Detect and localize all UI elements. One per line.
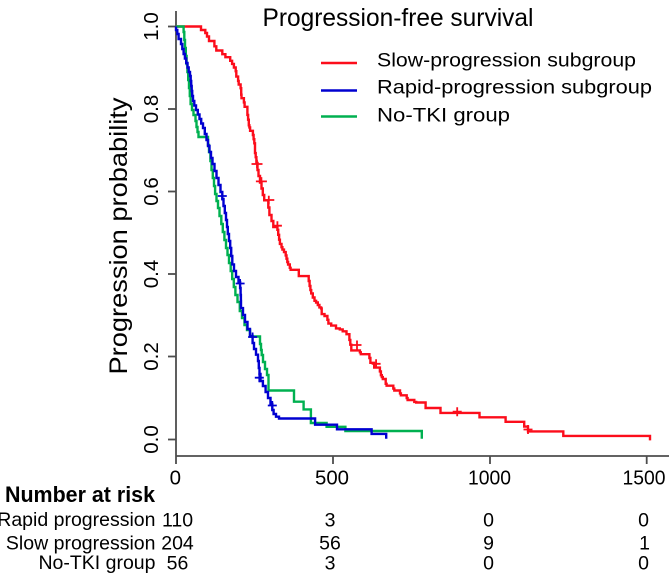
svg-text:0.0: 0.0 bbox=[140, 425, 163, 454]
svg-text:110: 110 bbox=[162, 510, 193, 532]
svg-text:56: 56 bbox=[319, 533, 341, 555]
svg-text:No-TKI group: No-TKI group bbox=[377, 105, 510, 127]
svg-text:0.4: 0.4 bbox=[140, 260, 163, 289]
svg-text:3: 3 bbox=[325, 510, 336, 532]
svg-text:9: 9 bbox=[483, 533, 494, 555]
svg-text:0: 0 bbox=[638, 510, 649, 532]
svg-text:0.6: 0.6 bbox=[140, 177, 163, 206]
svg-text:Number at risk: Number at risk bbox=[5, 482, 156, 507]
svg-text:Progression-free survival: Progression-free survival bbox=[263, 4, 534, 32]
svg-text:204: 204 bbox=[161, 533, 194, 555]
svg-text:Rapid progression: Rapid progression bbox=[0, 509, 156, 531]
svg-text:1.0: 1.0 bbox=[140, 12, 163, 41]
svg-text:0: 0 bbox=[638, 552, 649, 574]
svg-text:56: 56 bbox=[167, 552, 189, 574]
svg-text:1500: 1500 bbox=[623, 467, 666, 490]
svg-text:1000: 1000 bbox=[468, 467, 511, 490]
svg-text:1: 1 bbox=[639, 533, 650, 555]
svg-text:Progression probability: Progression probability bbox=[105, 97, 133, 375]
svg-text:0: 0 bbox=[170, 467, 181, 490]
svg-text:No-TKI group: No-TKI group bbox=[38, 552, 155, 574]
svg-text:Rapid-progression subgroup: Rapid-progression subgroup bbox=[377, 77, 652, 99]
svg-text:3: 3 bbox=[325, 552, 336, 574]
svg-text:Slow-progression subgroup: Slow-progression subgroup bbox=[377, 50, 636, 72]
svg-text:0: 0 bbox=[483, 552, 494, 574]
svg-text:Slow progression: Slow progression bbox=[6, 533, 156, 555]
svg-text:0.2: 0.2 bbox=[140, 342, 163, 371]
svg-text:0.8: 0.8 bbox=[140, 95, 163, 124]
svg-text:500: 500 bbox=[315, 467, 349, 490]
svg-text:0: 0 bbox=[483, 510, 494, 532]
